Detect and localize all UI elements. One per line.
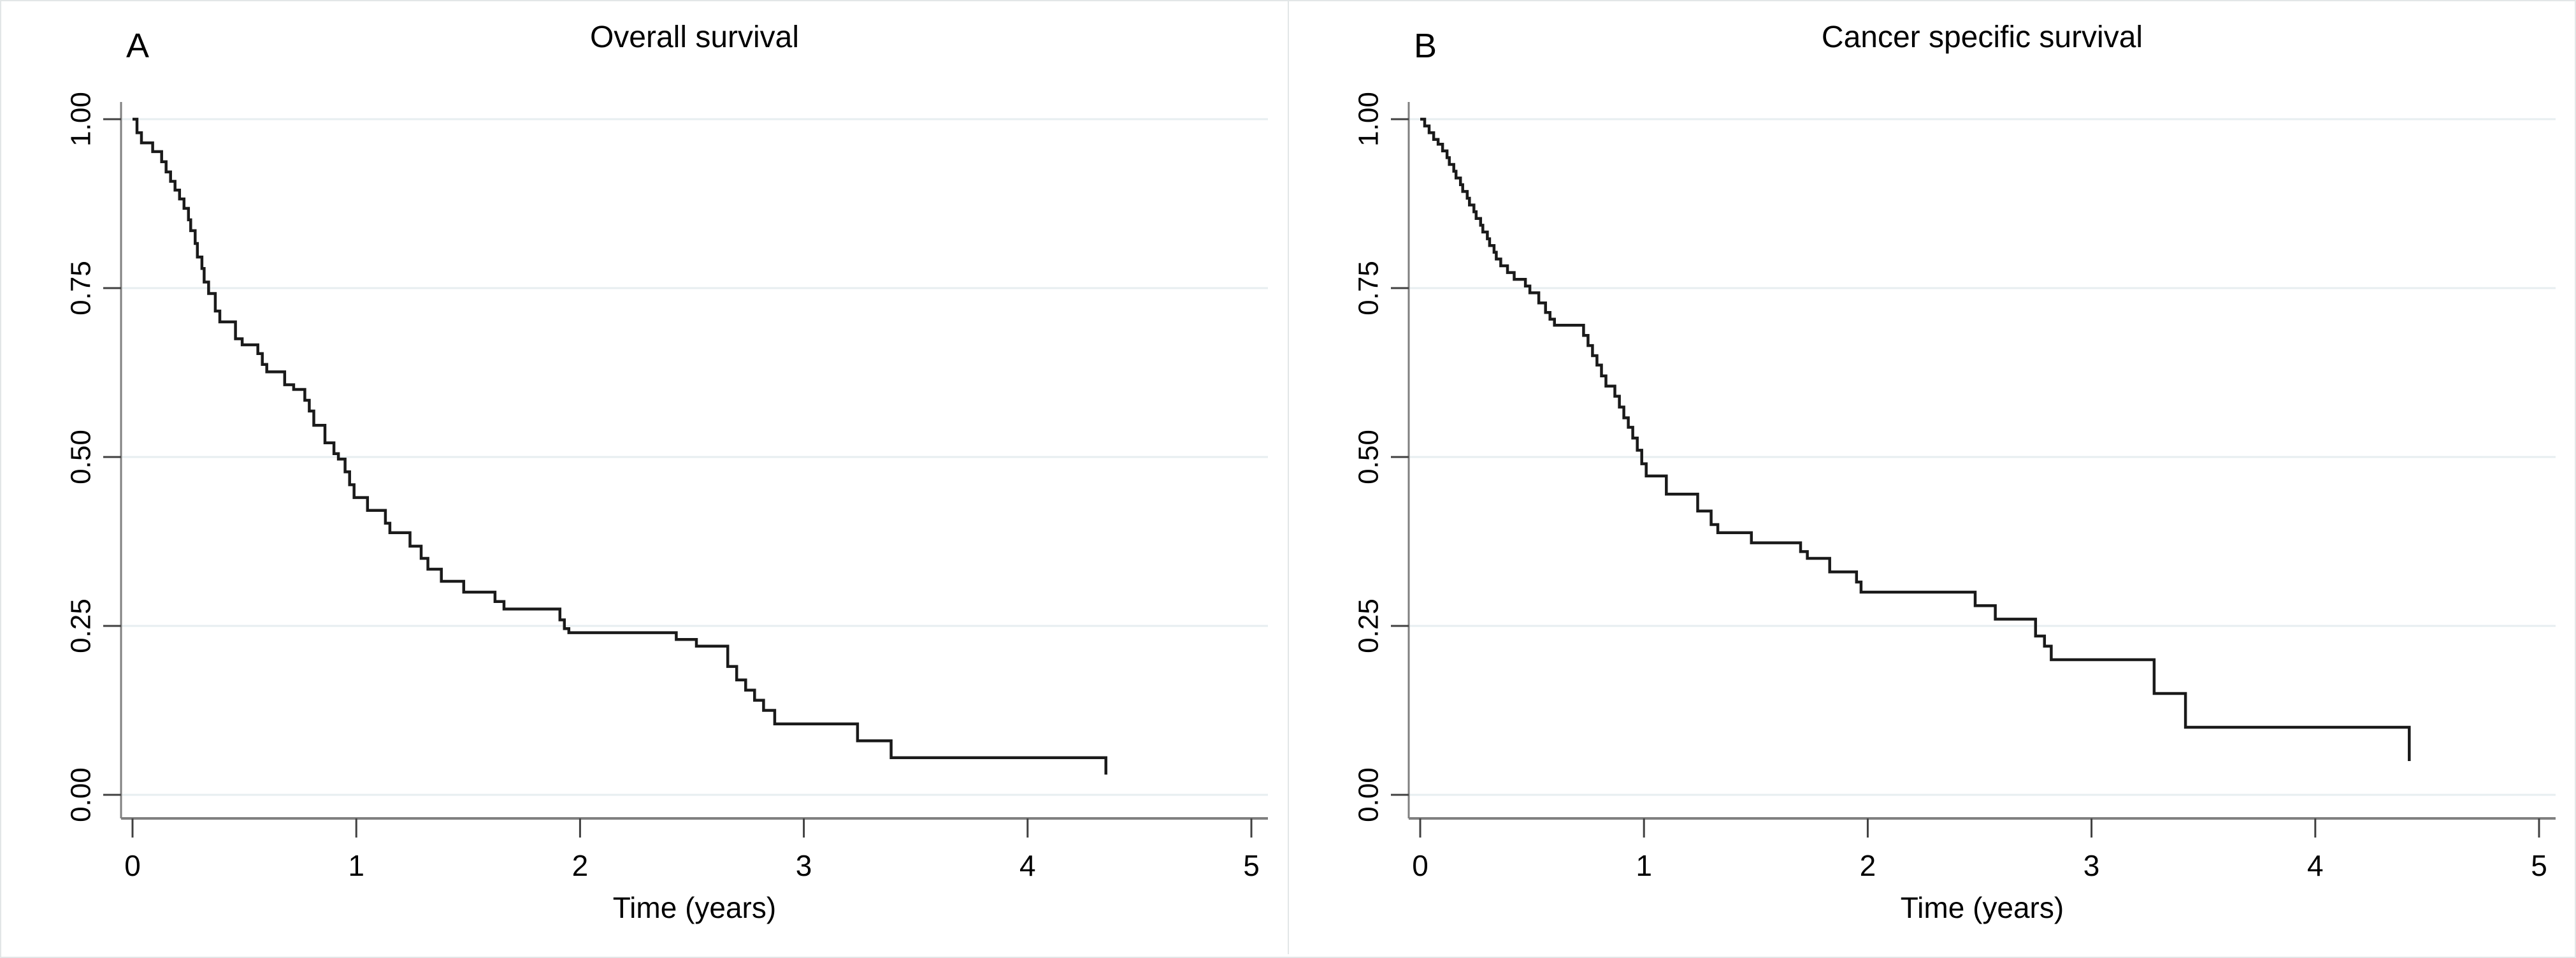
x-tick-label: 3 (796, 849, 812, 882)
panel-overall-survival: 0.00 0.25 0.50 0.75 1.00 0 1 2 3 4 5 A Overall survi… (1, 1, 1288, 954)
y-tick-label: 1.00 (66, 92, 97, 147)
plot-title: Overall survival (590, 20, 799, 54)
x-axis-label: Time (years) (613, 891, 776, 924)
y-tick-label: 0.50 (66, 430, 97, 484)
panel-letter: B (1414, 27, 1437, 65)
y-tick-label: 1.00 (1353, 92, 1384, 147)
panel-cancer-specific-survival: 0.00 0.25 0.50 0.75 1.00 0 1 2 3 4 5 B Cancer specif… (1287, 1, 2575, 954)
x-tick-label: 2 (1859, 849, 1876, 882)
km-plot-cancer-specific-survival: 0.00 0.25 0.50 0.75 1.00 0 1 2 3 4 5 B Cancer specif… (1353, 20, 2556, 924)
x-tick-label: 5 (1243, 849, 1260, 882)
x-tick-label: 3 (2083, 849, 2099, 882)
x-tick-label: 0 (1412, 849, 1428, 882)
plot-title: Cancer specific survival (1821, 20, 2142, 54)
y-tick-label: 0.75 (66, 261, 97, 316)
x-tick-label: 4 (2307, 849, 2324, 882)
x-tick-label: 2 (572, 849, 589, 882)
y-tick-label: 0.75 (1353, 261, 1384, 316)
y-tick-label: 0.25 (66, 599, 97, 653)
y-tick-label: 0.50 (1353, 430, 1384, 484)
x-tick-label: 1 (348, 849, 364, 882)
panel-letter: A (126, 27, 149, 65)
x-axis-label: Time (years) (1900, 891, 2063, 924)
survival-curve (133, 117, 1107, 775)
y-tick-label: 0.00 (1353, 767, 1384, 822)
km-plot-overall-survival: 0.00 0.25 0.50 0.75 1.00 0 1 2 3 4 5 A Overall survi… (66, 20, 1268, 924)
x-tick-label: 5 (2531, 849, 2547, 882)
y-tick-label: 0.25 (1353, 599, 1384, 653)
x-tick-label: 0 (124, 849, 141, 882)
x-tick-label: 4 (1019, 849, 1036, 882)
survival-curve (1420, 117, 2411, 761)
x-tick-label: 1 (1636, 849, 1652, 882)
y-tick-label: 0.00 (66, 767, 97, 822)
